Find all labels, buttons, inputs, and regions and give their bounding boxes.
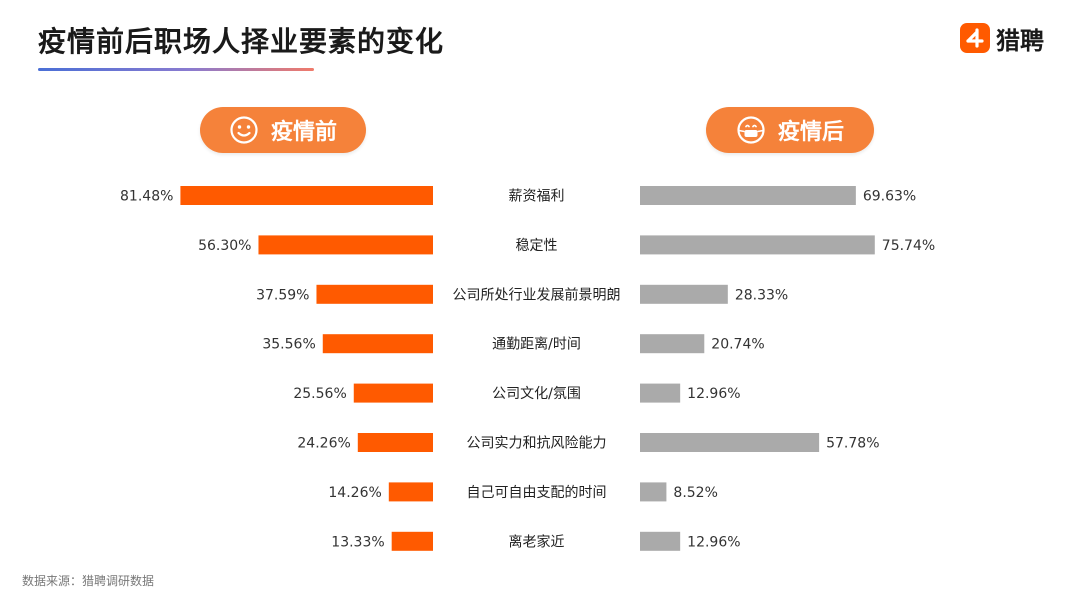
brand-name: 猎聘 [996,26,1044,55]
before-value-label: 24.26% [297,436,350,452]
before-value-label: 13.33% [331,534,384,550]
before-bar [258,235,433,255]
category-label: 通勤距离/时间 [492,336,581,353]
before-value-label: 37.59% [256,287,309,303]
after-bar [640,433,820,452]
before-pill: 疫情前 [200,107,366,153]
after-bar [640,531,681,551]
category-label: 公司所处行业发展前景明朗 [453,286,621,303]
after-value-label: 20.74% [711,337,764,353]
after-value-label: 12.96% [687,534,740,550]
smiley-face-icon [230,116,258,144]
before-value-label: 25.56% [293,386,346,402]
before-value-label: 81.48% [120,189,173,205]
before-bar [180,186,433,205]
category-label: 离老家近 [509,533,565,550]
after-pill: 疫情后 [706,107,874,153]
after-bar [640,482,667,502]
category-label: 公司实力和抗风险能力 [467,436,607,452]
before-bar [322,334,433,354]
title-underline [38,68,314,71]
after-bar [640,186,856,205]
before-value-label: 56.30% [198,238,251,254]
liepin-logo-icon [960,23,990,53]
before-bar [353,383,433,403]
after-value-label: 12.96% [687,386,740,402]
brand-logo: 猎聘 [960,22,1044,55]
after-bar [640,334,705,354]
after-label: 疫情后 [777,120,844,145]
data-source: 数据来源：猎聘调研数据 [22,574,155,588]
after-value-label: 75.74% [882,238,935,254]
category-label: 自己可自由支配的时间 [467,485,607,501]
before-bar [388,482,433,502]
before-label: 疫情前 [270,120,337,145]
masked-face-icon [737,116,765,144]
after-bar [640,235,875,255]
before-bar [357,433,433,452]
after-bar [640,284,728,304]
after-value-label: 69.63% [863,189,916,205]
before-bar [316,284,433,304]
category-label: 稳定性 [516,238,558,254]
before-value-label: 35.56% [262,337,315,353]
before-bar [391,531,433,551]
category-label: 公司文化/氛围 [492,386,581,402]
after-value-label: 57.78% [826,436,879,452]
after-value-label: 8.52% [673,485,717,501]
page-title: 疫情前后职场人择业要素的变化 [38,25,445,58]
after-bar [640,383,681,403]
before-value-label: 14.26% [328,485,381,501]
category-label: 薪资福利 [509,189,565,205]
after-value-label: 28.33% [735,287,788,303]
